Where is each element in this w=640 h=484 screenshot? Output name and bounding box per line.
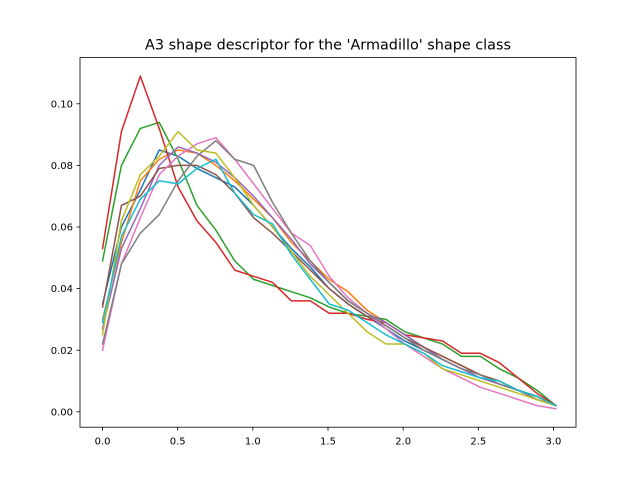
y-tick-label: 0.02 <box>51 346 73 357</box>
x-tick-label: 0.5 <box>170 437 186 448</box>
x-tick-label: 2.5 <box>470 437 486 448</box>
y-tick-label: 0.08 <box>51 161 73 172</box>
x-tick-label: 2.0 <box>395 437 411 448</box>
y-axis: 0.00 0.02 0.04 0.06 0.08 0.10 <box>51 99 80 418</box>
series-layer <box>101 75 557 410</box>
series-line-10 <box>101 158 557 407</box>
series-line-9 <box>101 130 557 407</box>
x-tick-label: 1.0 <box>245 437 261 448</box>
series-line-8 <box>101 140 557 407</box>
y-tick-label: 0.00 <box>51 407 73 418</box>
x-tick-label: 3.0 <box>546 437 562 448</box>
y-tick-label: 0.06 <box>51 223 73 234</box>
plot-area-frame <box>79 57 577 428</box>
y-tick-label: 0.10 <box>51 99 73 110</box>
x-tick-label: 0.0 <box>95 437 111 448</box>
series-line-7 <box>101 136 557 410</box>
x-axis: 0.0 0.5 1.0 1.5 2.0 2.5 3.0 <box>95 427 562 448</box>
chart-title: A3 shape descriptor for the 'Armadillo' … <box>145 38 511 54</box>
series-line-3 <box>101 121 557 407</box>
series-line-4 <box>101 75 557 407</box>
x-tick-label: 1.5 <box>320 437 336 448</box>
y-tick-label: 0.04 <box>51 284 73 295</box>
